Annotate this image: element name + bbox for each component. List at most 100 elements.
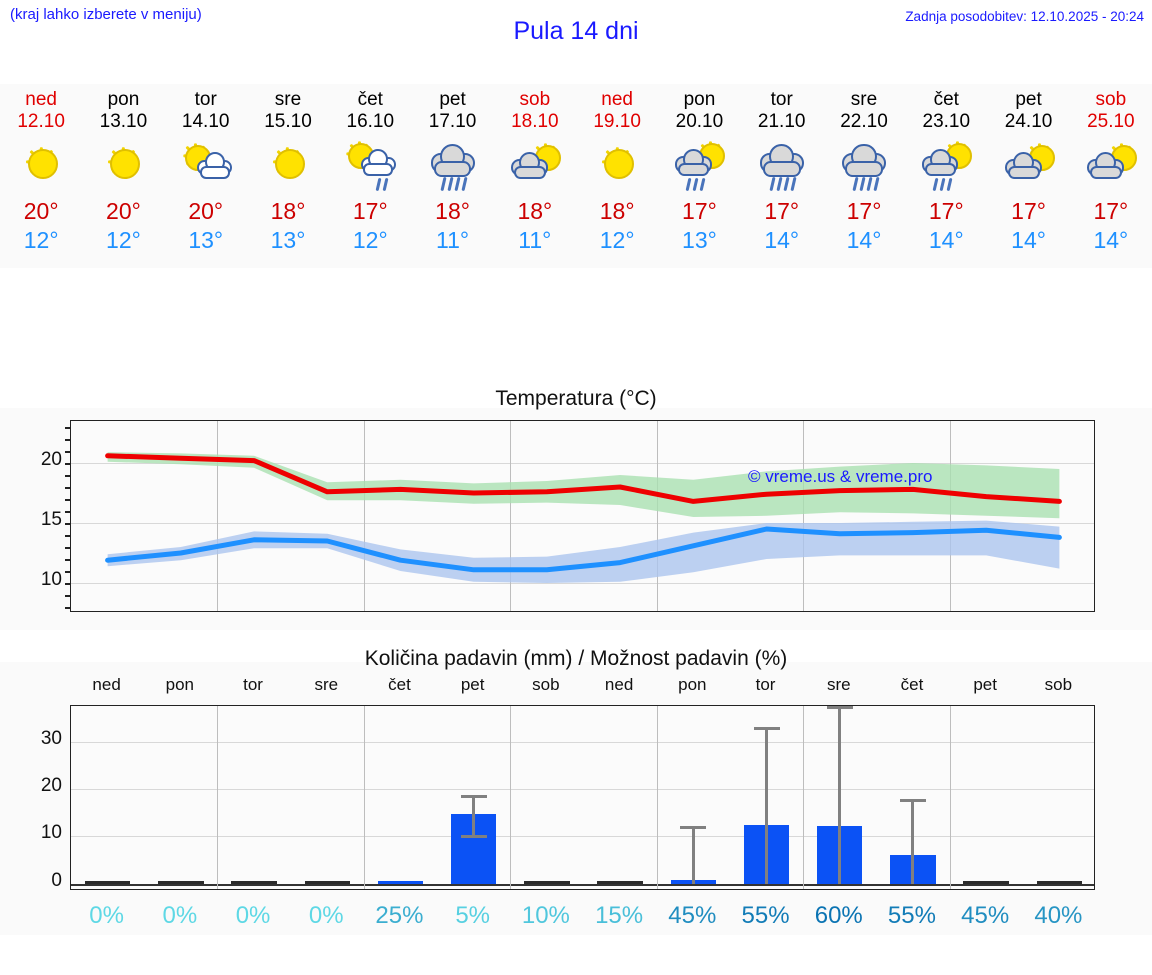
precipitation-bar[interactable] <box>524 881 570 884</box>
precipitation-bar[interactable] <box>377 881 424 884</box>
y-axis-tick <box>65 607 71 609</box>
day-forecast-cell[interactable]: pon 20.10 17° 13° <box>660 84 738 254</box>
day-forecast-cell[interactable]: sob 18.10 18° 11° <box>496 84 574 254</box>
precipitation-probability-label: 40% <box>1034 902 1083 929</box>
temp-min-label: 14° <box>846 227 882 253</box>
precipitation-day-label: pon <box>678 675 707 694</box>
precipitation-day-label: sre <box>826 675 851 694</box>
precipitation-error-bar <box>691 826 695 884</box>
temp-max-label: 17° <box>352 198 388 224</box>
temp-max-label: 17° <box>764 198 800 224</box>
day-forecast-cell[interactable]: pon 13.10 20° 12° <box>84 84 162 254</box>
day-forecast-cell[interactable]: ned 12.10 20° 12° <box>2 84 80 254</box>
y-axis-tick <box>65 571 71 573</box>
gridline-horizontal <box>71 836 1094 838</box>
precipitation-bar[interactable] <box>158 881 204 884</box>
cloud-base-icon <box>1089 166 1122 180</box>
day-forecast-cell[interactable]: tor 21.10 17° 14° <box>743 84 821 254</box>
precipitation-day-label: čet <box>388 675 411 694</box>
gridline-vertical <box>656 706 658 889</box>
precipitation-bar[interactable] <box>231 881 277 884</box>
precipitation-bar[interactable] <box>963 881 1009 884</box>
precipitation-day-label: sre <box>314 675 339 694</box>
precipitation-day-label: pet <box>460 675 485 694</box>
day-forecast-cell[interactable]: tor 14.10 20° 13° <box>167 84 245 254</box>
raindrop-icon <box>939 177 946 192</box>
day-forecast-cell[interactable]: sob 25.10 17° 14° <box>1072 84 1150 254</box>
gridline-horizontal <box>71 883 1094 886</box>
temp-max-label: 20° <box>23 198 59 224</box>
precipitation-bar[interactable] <box>597 881 643 884</box>
gridline-vertical <box>217 421 219 611</box>
precipitation-probability-label: 60% <box>814 902 863 929</box>
temp-min-label: 14° <box>1093 227 1129 253</box>
y-axis-tick-label: 0 <box>51 869 62 891</box>
precipitation-bar[interactable] <box>304 881 350 884</box>
gridline-vertical <box>803 421 805 611</box>
cloud-base-icon <box>1007 166 1040 180</box>
day-of-week-label: sob <box>519 89 551 110</box>
y-axis-tick-label: 20 <box>40 449 62 470</box>
raindrop-icon <box>932 177 939 192</box>
precipitation-probability-label: 0% <box>89 902 124 929</box>
weather-icon-cloud-rain <box>743 136 821 192</box>
day-forecast-cell[interactable]: pet 17.10 18° 11° <box>414 84 492 254</box>
temperature-line <box>105 526 1062 573</box>
precipitation-error-bar <box>765 727 769 884</box>
menu-hint: (kraj lahko izberete v meniju) <box>10 6 202 23</box>
day-forecast-cell[interactable]: ned 19.10 18° 12° <box>578 84 656 254</box>
precipitation-day-label: ned <box>604 675 634 694</box>
temp-max-label: 18° <box>599 198 635 224</box>
day-forecast-cell[interactable]: sre 22.10 17° 14° <box>825 84 903 254</box>
temp-min-label: 12° <box>23 227 59 253</box>
error-bar-cap-top <box>826 706 853 710</box>
precipitation-plot-area <box>70 705 1095 890</box>
precipitation-probability-label: 5% <box>455 902 491 929</box>
error-bar-cap-top <box>753 727 780 731</box>
temp-max-label: 17° <box>1093 198 1129 224</box>
gridline-vertical <box>510 706 512 889</box>
precipitation-bar[interactable] <box>84 881 131 884</box>
day-forecast-cell[interactable]: čet 23.10 17° 14° <box>907 84 985 254</box>
gridline-horizontal <box>71 741 1094 743</box>
precipitation-bar[interactable] <box>1036 881 1083 884</box>
y-axis-tick <box>65 547 71 549</box>
temp-min-label: 12° <box>106 227 141 253</box>
day-forecast-cell[interactable]: sre 15.10 18° 13° <box>249 84 327 254</box>
precipitation-probability-label: 10% <box>521 902 570 929</box>
gridline-vertical <box>949 421 951 611</box>
gridline-vertical <box>217 706 219 889</box>
page-title: Pula 14 dni <box>513 17 639 45</box>
weather-icon-sunny <box>2 136 80 192</box>
cloud-base-icon <box>199 166 230 179</box>
weather-icon-cloud-sun-rain <box>660 136 738 192</box>
day-forecast-cell[interactable]: čet 16.10 17° 12° <box>331 84 409 254</box>
raindrop-icon <box>865 176 873 192</box>
raindrop-icon <box>692 177 699 192</box>
y-axis-tick <box>65 523 71 525</box>
raindrop-icon <box>454 176 461 192</box>
last-update-label: Zadnja posodobitev: 12.10.2025 - 20:24 <box>905 9 1144 24</box>
gridline-vertical <box>949 706 951 889</box>
day-date-label: 12.10 <box>17 111 65 132</box>
raindrop-icon <box>783 176 790 192</box>
temp-max-label: 18° <box>270 198 306 224</box>
weather-icon-cloud-rain <box>825 136 903 192</box>
precipitation-error-bar <box>472 794 476 836</box>
weather-icon-sunny <box>249 136 327 192</box>
day-forecast-cell[interactable]: pet 24.10 17° 14° <box>990 84 1068 254</box>
gridline-vertical <box>656 421 658 611</box>
cloud-base-icon <box>433 161 472 177</box>
y-axis-tick <box>65 451 71 453</box>
gridline-horizontal <box>71 463 1094 464</box>
cloud-base-icon <box>762 161 801 177</box>
gridline-horizontal <box>71 789 1094 790</box>
raindrop-icon <box>382 177 389 192</box>
gridline-horizontal <box>71 583 1094 584</box>
day-of-week-label: tor <box>770 89 793 110</box>
precipitation-day-label: ned <box>92 675 121 694</box>
cloud-base-icon <box>677 163 709 176</box>
precipitation-probability-label: 15% <box>595 902 644 929</box>
weather-icon-cloud-rain <box>414 136 492 192</box>
raindrop-icon <box>447 176 454 192</box>
